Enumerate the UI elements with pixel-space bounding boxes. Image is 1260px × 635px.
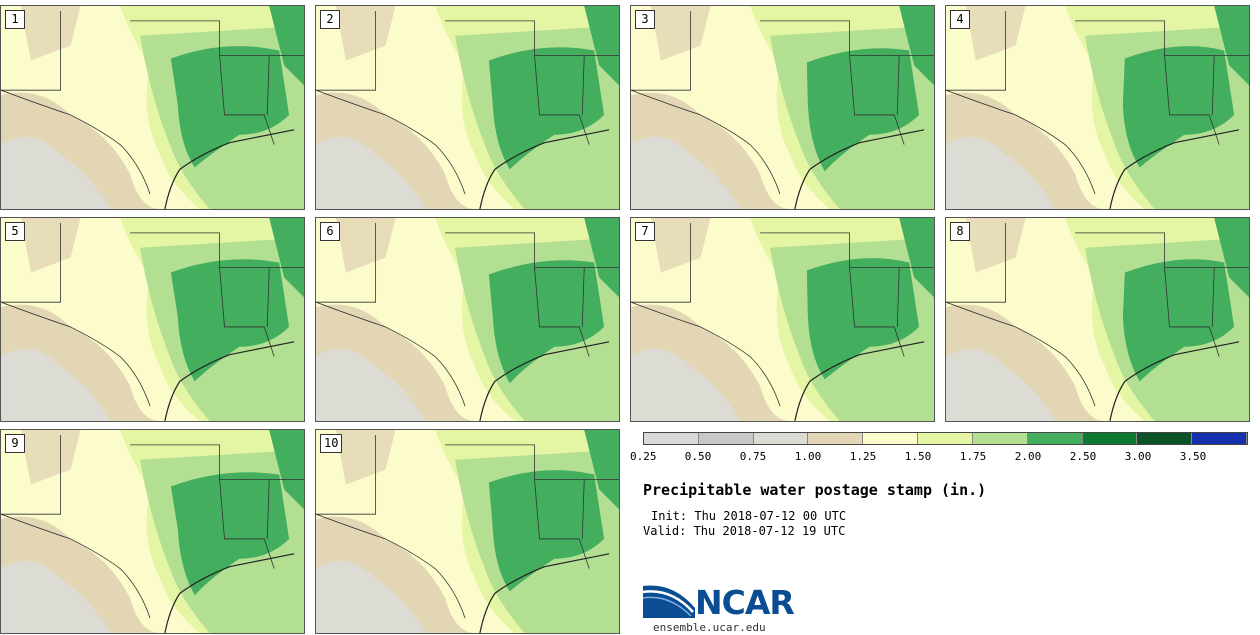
legend-color-bar [643,432,1248,445]
valid-time: Valid: Thu 2018-07-12 19 UTC [643,524,846,538]
precipitable-water-map [1,218,304,421]
legend-tick-label: 0.75 [739,450,767,463]
legend-color-swatch [698,433,754,444]
precipitable-water-map [316,6,619,209]
stamp-number: 9 [5,434,25,453]
precipitable-water-map [946,6,1249,209]
legend-tick-label: 0.25 [630,450,657,463]
legend-tick-label: 2.50 [1069,450,1097,463]
legend-color-swatch [1137,433,1193,444]
color-legend: 0.25 0.50 0.75 1.00 1.25 1.50 1.75 2.00 2.50 3.00… [630,432,1248,472]
legend-tick-label: 1.50 [904,450,932,463]
stamp-number: 3 [635,10,655,29]
legend-tick-label: 1.75 [959,450,987,463]
ncar-logo: NCAR [642,578,803,623]
legend-tick-label: 0.50 [684,450,712,463]
legend-tick-label: 3.00 [1124,450,1152,463]
precipitable-water-map [1,6,304,209]
postage-stamp-panel: 4 [945,5,1250,210]
stamp-number: 7 [635,222,655,241]
legend-color-swatch [918,433,973,444]
stamp-number: 10 [320,434,343,453]
init-time: Init: Thu 2018-07-12 00 UTC [651,509,847,523]
stamp-number: 6 [320,222,340,241]
legend-tick-label: 1.25 [849,450,877,463]
logo-url: ensemble.ucar.edu [653,621,766,634]
stamp-number: 5 [5,222,25,241]
product-title: Precipitable water postage stamp (in.) [643,481,987,499]
stamp-number: 2 [320,10,340,29]
legend-color-swatch [972,433,1028,444]
legend-color-swatch [1027,433,1083,444]
legend-color-swatch [644,433,699,444]
legend-color-swatch [1082,433,1138,444]
postage-stamp-panel: 8 [945,217,1250,422]
postage-stamp-panel: 6 [315,217,620,422]
postage-stamp-panel: 5 [0,217,305,422]
precipitable-water-map [946,218,1249,421]
postage-stamp-panel: 3 [630,5,935,210]
legend-tick-label: 1.00 [794,450,822,463]
ncar-swoosh-icon [642,585,695,618]
precipitable-water-map [316,430,619,633]
logo-wordmark: NCAR [695,583,795,622]
postage-stamp-panel: 7 [630,217,935,422]
stamp-number: 1 [5,10,25,29]
precipitable-water-map [316,218,619,421]
legend-color-swatch [753,433,809,444]
stamp-number: 8 [950,222,970,241]
postage-stamp-panel: 1 [0,5,305,210]
legend-color-swatch [1192,433,1247,444]
legend-tick-labels: 0.25 0.50 0.75 1.00 1.25 1.50 1.75 2.00 2.50 3.00… [630,450,1248,466]
stamp-number: 4 [950,10,970,29]
legend-color-swatch [863,433,919,444]
precipitable-water-map [631,6,934,209]
legend-tick-label: 3.50 [1179,450,1207,463]
postage-stamp-panel: 9 [0,429,305,634]
legend-tick-label: 2.00 [1014,450,1042,463]
precipitable-water-map [631,218,934,421]
legend-color-swatch [808,433,864,444]
precipitable-water-map [1,430,304,633]
postage-stamp-panel: 2 [315,5,620,210]
postage-stamp-panel: 10 [315,429,620,634]
